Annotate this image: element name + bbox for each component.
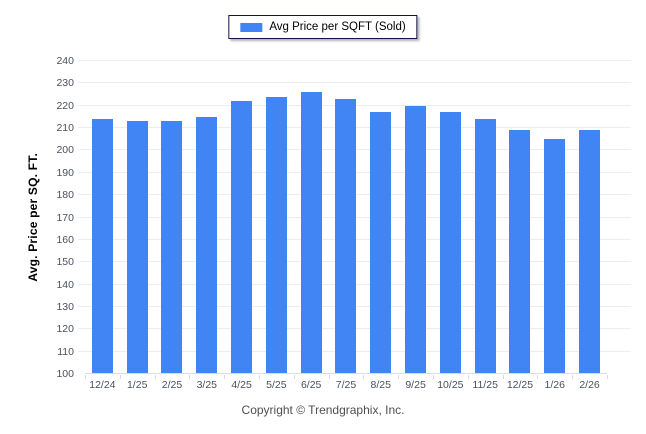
bar-slot-2/26 xyxy=(572,61,607,373)
x-axis-tick xyxy=(398,375,400,379)
x-axis-tick xyxy=(328,375,330,379)
y-tick-label-190: 190 xyxy=(56,166,74,179)
x-tick-label-5/25: 5/25 xyxy=(266,379,287,391)
bar-1/25 xyxy=(126,121,148,373)
y-axis-tick-labels: 100 110 120 130 140 150 160 170 180 190 200 210 220 2… xyxy=(0,55,74,380)
x-tick-label-11/25: 11/25 xyxy=(472,379,498,391)
x-axis-tick-labels: 12/24 1/25 2/25 3/25 4/25 5/25 6/25 7/25 8/25 9/2… xyxy=(85,379,607,391)
x-axis-ticks xyxy=(85,375,608,379)
bar-2/25 xyxy=(161,121,183,373)
x-axis-tick xyxy=(502,375,504,379)
bar-2/26 xyxy=(579,130,601,373)
x-axis-tick xyxy=(607,375,608,379)
y-tick-label-170: 170 xyxy=(56,211,74,224)
x-axis-tick xyxy=(433,375,434,379)
x-axis-tick xyxy=(224,375,226,379)
x-axis-tick xyxy=(537,375,539,379)
y-tick-label-140: 140 xyxy=(56,278,74,291)
bar-1/26 xyxy=(544,139,566,373)
bar-slot-8/25 xyxy=(363,61,398,373)
bar-slot-2/25 xyxy=(155,61,190,373)
bar-10/25 xyxy=(439,112,461,373)
x-axis-tick xyxy=(119,375,121,379)
x-tick-label-6/25: 6/25 xyxy=(300,379,322,391)
bar-slot-5/25 xyxy=(259,61,294,373)
bar-12/25 xyxy=(509,130,531,373)
y-tick-label-100: 100 xyxy=(56,368,74,380)
y-tick-label-120: 120 xyxy=(56,323,74,336)
x-axis-tick xyxy=(572,375,574,379)
legend-swatch-icon xyxy=(240,22,263,32)
x-tick-label-7/25: 7/25 xyxy=(335,379,357,391)
y-tick-label-220: 220 xyxy=(56,99,74,112)
bar-slot-3/25 xyxy=(189,61,224,373)
bar-slot-11/25 xyxy=(468,61,503,373)
x-tick-label-4/25: 4/25 xyxy=(231,379,252,391)
bar-slot-4/25 xyxy=(224,61,259,373)
x-tick-label-9/25: 9/25 xyxy=(405,379,426,391)
x-tick-label-10/25: 10/25 xyxy=(437,379,464,391)
y-tick-label-200: 200 xyxy=(56,144,74,157)
y-tick-label-130: 130 xyxy=(56,300,74,313)
copyright-text: Copyright © Trendgraphix, Inc. xyxy=(241,403,405,417)
legend-label: Avg Price per SQFT (Sold) xyxy=(269,21,406,33)
bar-slot-9/25 xyxy=(398,61,433,373)
bar-slot-1/26 xyxy=(537,61,572,373)
bar-9/25 xyxy=(405,105,427,373)
y-tick-label-240: 240 xyxy=(56,55,74,67)
y-tick-label-230: 230 xyxy=(56,77,74,90)
bar-slot-1/25 xyxy=(120,61,155,373)
x-tick-label-3/25: 3/25 xyxy=(196,379,217,391)
bar-4/25 xyxy=(231,101,253,373)
y-tick-label-180: 180 xyxy=(56,189,74,202)
y-tick-label-150: 150 xyxy=(56,256,74,269)
x-axis-tick xyxy=(363,375,365,379)
x-axis-tick xyxy=(467,375,469,379)
bar-slot-6/25 xyxy=(294,61,329,373)
x-axis-tick xyxy=(259,375,260,379)
gridline-240 xyxy=(78,60,631,61)
x-tick-label-12/24: 12/24 xyxy=(89,379,116,391)
x-tick-label-12/25: 12/25 xyxy=(506,379,534,391)
chart-legend: Avg Price per SQFT (Sold) xyxy=(228,15,418,39)
bar-11/25 xyxy=(474,118,496,373)
y-tick-label-110: 110 xyxy=(57,345,74,358)
x-axis-tick xyxy=(154,375,156,379)
bar-6/25 xyxy=(300,92,322,373)
bar-8/25 xyxy=(370,112,392,373)
bar-slot-12/25 xyxy=(503,61,538,373)
gridline-230 xyxy=(78,82,631,84)
y-tick-label-160: 160 xyxy=(56,233,74,246)
bar-3/25 xyxy=(196,116,218,373)
x-axis-tick xyxy=(189,375,191,379)
x-axis-tick xyxy=(85,375,86,379)
bar-7/25 xyxy=(335,98,357,373)
x-axis-tick xyxy=(293,375,295,379)
plot-area xyxy=(85,61,607,374)
bar-5/25 xyxy=(265,96,287,373)
x-tick-label-1/25: 1/25 xyxy=(126,379,148,391)
bar-slot-10/25 xyxy=(433,61,468,373)
x-tick-label-2/25: 2/25 xyxy=(161,379,183,391)
bar-slot-12/24 xyxy=(85,61,120,373)
x-tick-label-8/25: 8/25 xyxy=(370,379,391,391)
x-tick-label-2/26: 2/26 xyxy=(579,379,600,391)
bar-slot-7/25 xyxy=(329,61,364,373)
y-tick-label-210: 210 xyxy=(56,122,74,135)
bar-12/24 xyxy=(91,118,113,373)
x-tick-label-1/26: 1/26 xyxy=(544,379,565,391)
